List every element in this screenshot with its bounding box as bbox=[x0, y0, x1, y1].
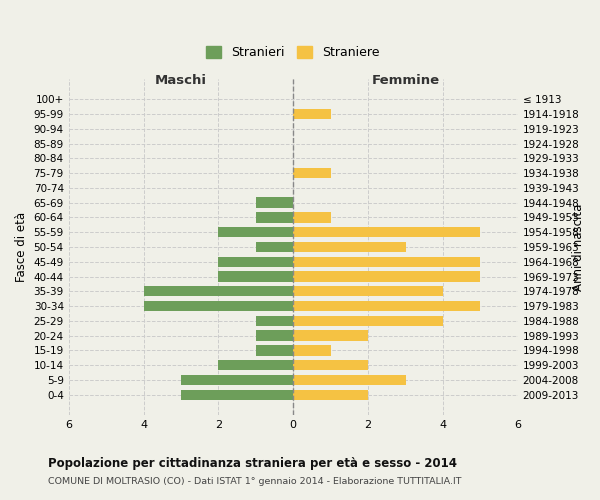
Y-axis label: Anni di nascita: Anni di nascita bbox=[572, 204, 585, 290]
Bar bbox=[256, 242, 293, 252]
Legend: Stranieri, Straniere: Stranieri, Straniere bbox=[202, 42, 385, 64]
Bar bbox=[293, 360, 368, 370]
Bar bbox=[181, 374, 293, 385]
Text: Femmine: Femmine bbox=[371, 74, 440, 88]
Bar bbox=[293, 390, 368, 400]
Bar bbox=[256, 330, 293, 341]
Bar bbox=[256, 212, 293, 222]
Bar bbox=[218, 256, 293, 267]
Bar bbox=[293, 345, 331, 356]
Bar bbox=[293, 256, 481, 267]
Bar bbox=[256, 198, 293, 208]
Y-axis label: Fasce di età: Fasce di età bbox=[15, 212, 28, 282]
Bar bbox=[256, 316, 293, 326]
Text: Maschi: Maschi bbox=[155, 74, 207, 88]
Bar bbox=[218, 227, 293, 237]
Text: COMUNE DI MOLTRASIO (CO) - Dati ISTAT 1° gennaio 2014 - Elaborazione TUTTITALIA.: COMUNE DI MOLTRASIO (CO) - Dati ISTAT 1°… bbox=[48, 478, 461, 486]
Bar bbox=[293, 286, 443, 296]
Bar bbox=[293, 272, 481, 281]
Bar bbox=[218, 272, 293, 281]
Bar bbox=[143, 301, 293, 311]
Bar bbox=[293, 330, 368, 341]
Bar bbox=[293, 227, 481, 237]
Bar bbox=[293, 168, 331, 178]
Bar bbox=[181, 390, 293, 400]
Bar bbox=[293, 109, 331, 119]
Bar bbox=[293, 316, 443, 326]
Bar bbox=[293, 242, 406, 252]
Bar bbox=[293, 301, 481, 311]
Bar bbox=[293, 374, 406, 385]
Bar bbox=[256, 345, 293, 356]
Bar bbox=[218, 360, 293, 370]
Text: Popolazione per cittadinanza straniera per età e sesso - 2014: Popolazione per cittadinanza straniera p… bbox=[48, 458, 457, 470]
Bar bbox=[143, 286, 293, 296]
Bar bbox=[293, 212, 331, 222]
